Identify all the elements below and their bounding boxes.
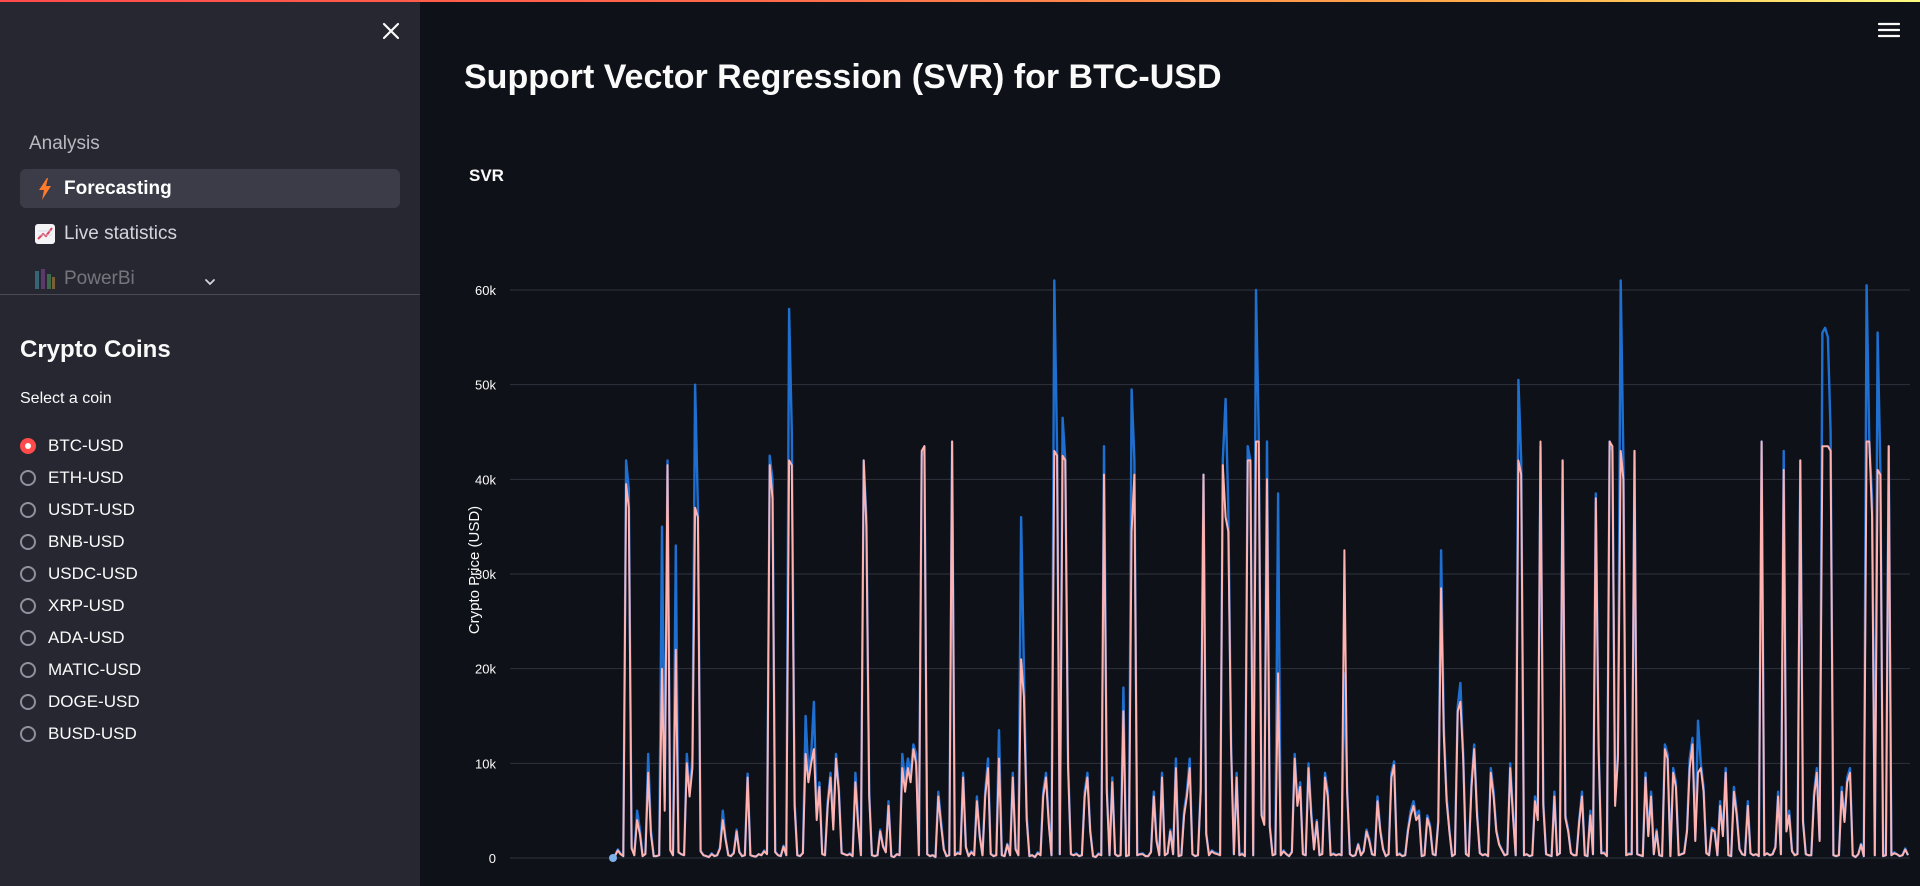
sidebar-item-powerbi[interactable]: PowerBi xyxy=(20,259,400,298)
y-tick-label: 30k xyxy=(475,567,496,582)
radio-button[interactable] xyxy=(20,438,36,454)
y-tick-label: 20k xyxy=(475,662,496,677)
chart-y-ticks: 0 10k 20k 30k 40k 50k 60k xyxy=(475,283,496,866)
coin-option-bnb-usd[interactable]: BNB-USD xyxy=(20,526,141,558)
coin-option-label: BTC-USD xyxy=(48,436,124,455)
radio-button[interactable] xyxy=(20,726,36,742)
coin-option-matic-usd[interactable]: MATIC-USD xyxy=(20,654,141,686)
sidebar-heading: Crypto Coins xyxy=(20,336,171,363)
coin-option-ada-usd[interactable]: ADA-USD xyxy=(20,622,141,654)
coin-option-doge-usd[interactable]: DOGE-USD xyxy=(20,686,141,718)
sidebar-divider xyxy=(0,294,420,295)
radio-button[interactable] xyxy=(20,662,36,678)
y-tick-label: 40k xyxy=(475,472,496,487)
coin-option-label: ETH-USD xyxy=(48,468,124,487)
y-tick-label: 10k xyxy=(475,756,496,771)
sidebar-item-forecasting[interactable]: Forecasting xyxy=(20,169,400,208)
radio-button[interactable] xyxy=(20,598,36,614)
sidebar: Analysis Forecasting Live statistics Pow… xyxy=(0,0,420,886)
coin-option-label: USDT-USD xyxy=(48,500,135,519)
coin-option-usdt-usd[interactable]: USDT-USD xyxy=(20,494,141,526)
coin-option-eth-usd[interactable]: ETH-USD xyxy=(20,462,141,494)
series-start-point[interactable] xyxy=(609,854,617,862)
coin-option-label: MATIC-USD xyxy=(48,660,142,679)
radio-button[interactable] xyxy=(20,566,36,582)
chart-gridlines xyxy=(510,289,1910,859)
top-decoration-bar xyxy=(0,0,1920,2)
coin-option-label: BUSD-USD xyxy=(48,724,137,743)
y-axis-label: Crypto Price (USD) xyxy=(466,506,483,634)
coin-option-xrp-usd[interactable]: XRP-USD xyxy=(20,590,141,622)
lightning-icon xyxy=(34,177,56,200)
coin-radio-group: BTC-USD ETH-USD USDT-USD BNB-USD USDC-USD XRP… xyxy=(20,430,141,750)
sidebar-item-label: Live statistics xyxy=(64,222,177,244)
radio-button[interactable] xyxy=(20,534,36,550)
series-line-1[interactable] xyxy=(614,440,1909,859)
powerbi-icon xyxy=(34,268,56,290)
coin-option-label: ADA-USD xyxy=(48,628,125,647)
nav-section-label: Analysis xyxy=(29,133,100,154)
y-tick-label: 0 xyxy=(489,851,496,866)
radio-button[interactable] xyxy=(20,470,36,486)
svr-line-chart[interactable]: 0 10k 20k 30k 40k 50k 60k Crypto Price (USD) xyxy=(440,200,1920,886)
chevron-down-icon[interactable] xyxy=(200,272,220,292)
coin-option-label: DOGE-USD xyxy=(48,692,140,711)
hamburger-menu-icon[interactable] xyxy=(1877,20,1901,40)
radio-button[interactable] xyxy=(20,502,36,518)
coin-option-usdc-usd[interactable]: USDC-USD xyxy=(20,558,141,590)
radio-button[interactable] xyxy=(20,630,36,646)
y-tick-label: 60k xyxy=(475,283,496,298)
page-title: Support Vector Regression (SVR) for BTC-… xyxy=(464,58,1222,96)
chart-title: SVR xyxy=(469,166,504,185)
sidebar-item-live-statistics[interactable]: Live statistics xyxy=(20,214,400,253)
sidebar-item-label: Forecasting xyxy=(64,177,172,199)
radio-button[interactable] xyxy=(20,694,36,710)
coin-select-label: Select a coin xyxy=(20,390,112,407)
coin-option-busd-usd[interactable]: BUSD-USD xyxy=(20,718,141,750)
coin-option-btc-usd[interactable]: BTC-USD xyxy=(20,430,141,462)
chart-series xyxy=(609,279,1910,862)
y-tick-label: 50k xyxy=(475,378,496,393)
coin-option-label: XRP-USD xyxy=(48,596,125,615)
coin-option-label: BNB-USD xyxy=(48,532,125,551)
chart-increasing-icon xyxy=(34,223,56,245)
close-icon[interactable] xyxy=(378,18,404,44)
sidebar-item-label: PowerBi xyxy=(64,267,135,289)
coin-option-label: USDC-USD xyxy=(48,564,138,583)
